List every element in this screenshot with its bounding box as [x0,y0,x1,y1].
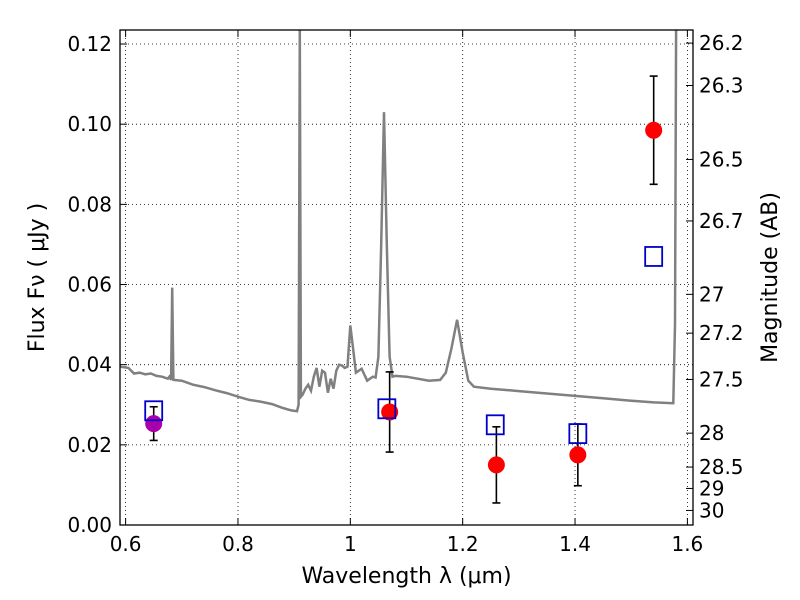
plot-frame [119,29,694,526]
data-point [145,415,163,433]
data-point [569,446,587,464]
data-point [487,456,505,474]
data-point-square [568,423,588,445]
mag-tick-label: 28 [699,421,724,445]
right-axis-label: Magnitude (AB) [758,192,783,363]
mag-tick-label: 28.5 [699,455,744,479]
data-point [381,403,399,421]
spectrum-line [119,29,678,413]
mag-tick-label: 27 [699,282,724,306]
mag-tick-label: 26.7 [699,209,744,233]
data-point-square [644,246,664,267]
data-point [645,121,663,139]
model-spectrum [119,29,678,413]
y-tick-label: 0.06 [67,273,112,297]
y-tick-label: 0.02 [67,433,112,457]
y-tick-label: 0.08 [67,192,112,216]
axis-ticks: 0.6 0.8 1 1.2 1.4 1.6 0.00 0.02 0.04 0.06 0.08 0.10… [67,30,744,556]
y-tick-label: 0.04 [67,353,112,377]
grid-lines [120,30,693,526]
y-axis-label: Flux Fν ( μJy ) [25,203,50,352]
data-point-square [144,400,164,422]
mag-tick-label: 26.2 [699,31,744,55]
x-tick-label: 0.8 [222,532,254,556]
x-tick-label: 1.4 [559,532,591,556]
x-axis-label: Wavelength λ (μm) [301,564,511,589]
x-tick-label: 1.2 [447,532,479,556]
data-point-square [377,398,397,420]
x-tick-label: 1 [344,532,357,556]
mag-tick-label: 26.3 [699,73,744,97]
mag-tick-label: 30 [699,498,724,522]
y-tick-label: 0.00 [67,513,112,537]
mag-tick-label: 29 [699,476,724,500]
y-tick-label: 0.12 [67,32,112,56]
mag-tick-label: 27.5 [699,367,744,391]
mag-tick-label: 26.5 [699,147,744,171]
data-points [144,75,664,504]
data-point-square [485,414,505,436]
mag-tick-label: 27.2 [699,321,744,345]
x-tick-label: 0.6 [110,532,142,556]
y-tick-label: 0.10 [67,112,112,136]
x-tick-label: 1.6 [671,532,703,556]
